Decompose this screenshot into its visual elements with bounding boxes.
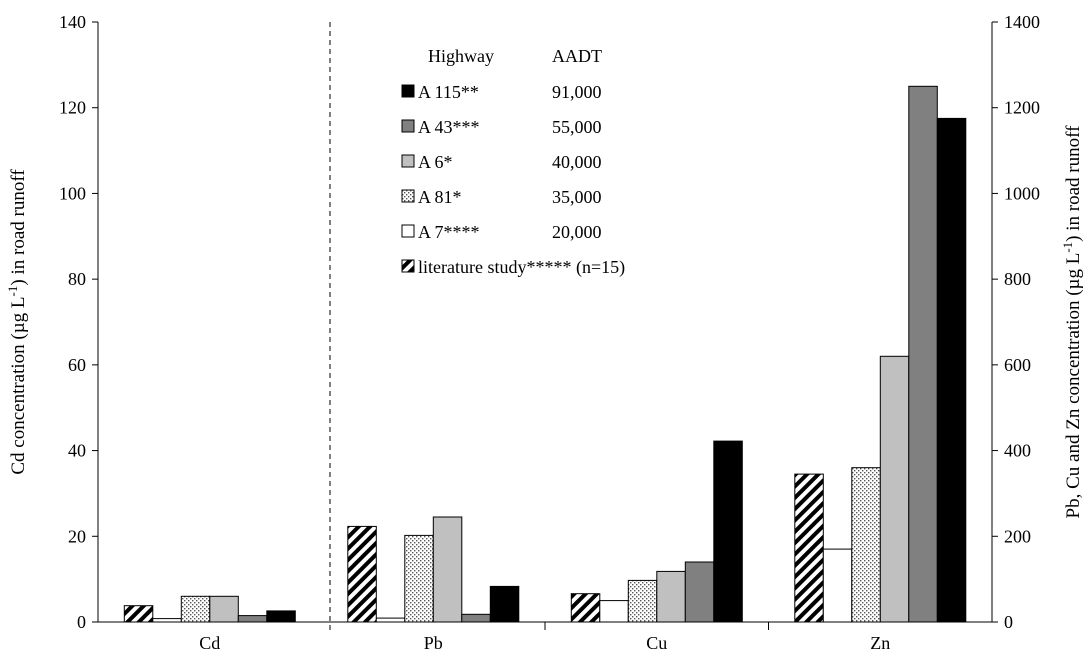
legend-label: A 7**** — [418, 222, 480, 242]
legend-swatch — [401, 84, 415, 98]
right-tick-label: 200 — [1004, 526, 1031, 546]
bar-cd-series-2 — [180, 595, 211, 623]
category-label-pb: Pb — [424, 633, 443, 653]
left-axis-title-end: ) in road runoff — [8, 169, 29, 286]
legend-swatch — [401, 189, 415, 203]
bar-zn-series-2 — [851, 467, 881, 623]
left-tick-label: 80 — [68, 269, 86, 289]
left-tick-label: 60 — [68, 355, 86, 375]
bar-cu-series-0 — [570, 593, 601, 623]
legend-aadt: 35,000 — [552, 187, 602, 207]
bar-pb-series-5 — [489, 585, 520, 623]
legend-aadt: 40,000 — [552, 152, 602, 172]
left-tick-label: 0 — [77, 612, 86, 632]
bar-pb-series-4 — [461, 613, 491, 623]
bar-pb-series-3 — [432, 516, 463, 623]
category-label-cd: Cd — [199, 633, 220, 653]
bar-zn-series-0 — [794, 473, 824, 623]
bar-pb-series-0 — [347, 525, 377, 623]
right-tick-label: 0 — [1004, 612, 1013, 632]
bar-pb-series-1 — [375, 617, 406, 623]
legend-label: A 6* — [418, 152, 453, 172]
bar-cd-series-1 — [152, 618, 182, 623]
right-tick-label: 1400 — [1004, 12, 1040, 32]
bar-cu-series-4 — [684, 561, 715, 623]
bar-cu-series-1 — [599, 600, 629, 623]
legend-swatch — [401, 154, 415, 168]
legend-label: A 81* — [418, 187, 462, 207]
bar-cu-series-2 — [627, 579, 658, 623]
left-axis-title: Cd concentration (µg L-1) in road runoff — [5, 169, 29, 475]
legend-swatch — [401, 119, 415, 133]
bars — [123, 85, 967, 623]
legend-label: literature study***** (n=15) — [418, 257, 625, 278]
x-axis-ticks: Cd Pb Cu Zn — [199, 622, 890, 653]
left-tick-label: 40 — [68, 441, 86, 461]
right-tick-label: 600 — [1004, 355, 1031, 375]
left-axis-ticks: 0 20 40 60 80 100 120 140 — [59, 12, 98, 632]
right-tick-label: 1000 — [1004, 183, 1040, 203]
bar-cu-series-3 — [656, 570, 686, 623]
left-axis-title-superscript: -1 — [5, 286, 20, 297]
legend-label: A 43*** — [418, 117, 480, 137]
right-tick-label: 1200 — [1004, 98, 1040, 118]
category-label-zn: Zn — [870, 633, 890, 653]
legend-aadt: 20,000 — [552, 222, 602, 242]
right-axis-title-end: ) in road runoff — [1063, 125, 1084, 242]
legend-label: A 115** — [418, 82, 479, 102]
left-tick-label: 120 — [59, 98, 86, 118]
right-tick-label: 400 — [1004, 441, 1031, 461]
bar-zn-series-3 — [879, 355, 910, 623]
bar-zn-series-4 — [908, 85, 938, 623]
bar-cd-series-0 — [123, 605, 154, 623]
legend-aadt: 55,000 — [552, 117, 602, 137]
left-tick-label: 20 — [68, 526, 86, 546]
legend-header-highway: Highway — [428, 46, 494, 66]
legend-header-aadt: AADT — [552, 46, 602, 66]
category-label-cu: Cu — [646, 633, 667, 653]
right-axis-ticks: 0 200 400 600 800 1000 1200 1400 — [992, 12, 1040, 632]
left-tick-label: 100 — [59, 183, 86, 203]
bar-zn-series-1 — [822, 548, 853, 623]
bar-zn-series-5 — [936, 117, 967, 623]
right-axis-title-main: Pb, Cu and Zn concentration (µg L — [1063, 253, 1084, 519]
legend: Highway AADT A 115** 91,000 A 43*** 55,000 A… — [401, 46, 625, 278]
right-tick-label: 800 — [1004, 269, 1031, 289]
right-axis-title-superscript: -1 — [1060, 242, 1075, 253]
bar-pb-series-2 — [404, 534, 434, 623]
left-axis-title-main: Cd concentration (µg L — [8, 296, 29, 474]
right-axis-title: Pb, Cu and Zn concentration (µg L-1) in … — [1060, 125, 1084, 519]
legend-swatch — [401, 259, 415, 273]
legend-aadt: 91,000 — [552, 82, 602, 102]
left-tick-label: 140 — [59, 12, 86, 32]
bar-cd-series-4 — [237, 615, 268, 623]
bar-cd-series-5 — [266, 610, 296, 623]
legend-swatch — [401, 224, 415, 238]
bar-cd-series-3 — [209, 595, 239, 623]
bar-cu-series-5 — [713, 440, 743, 623]
